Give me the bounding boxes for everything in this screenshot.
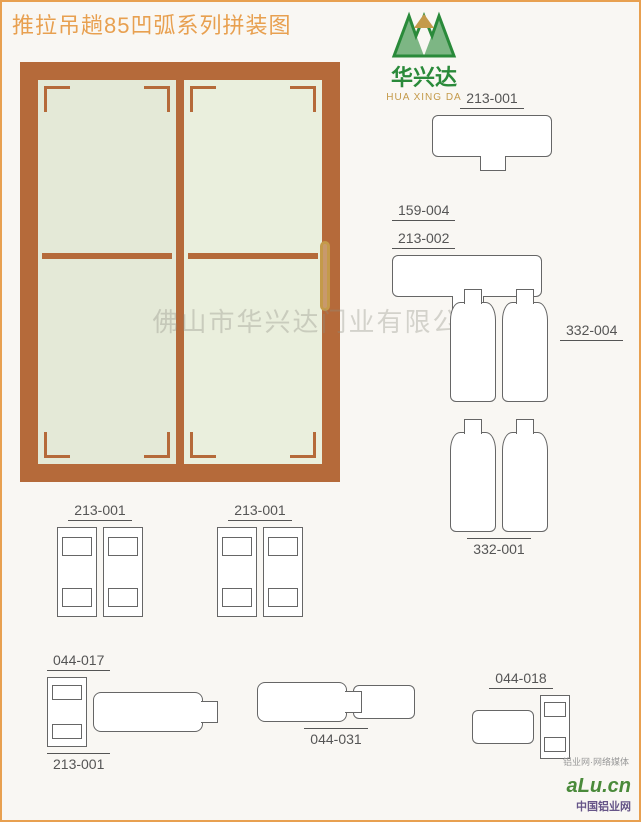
profile-213-001-a: 213-001	[57, 502, 143, 617]
cross-section-icon	[353, 685, 415, 719]
cross-section-icon	[472, 710, 534, 744]
sliding-door-render	[20, 62, 340, 482]
cross-section-icon	[502, 302, 548, 402]
profile-code-label: 213-001	[68, 502, 131, 521]
profile-044-031: 044-031	[257, 682, 415, 749]
profile-044-017: 044-017 213-001	[47, 652, 203, 774]
profile-213-001-b: 213-001	[217, 502, 303, 617]
profile-159-004: 159-004	[392, 202, 455, 227]
profile-044-018: 044-018	[472, 670, 570, 759]
source-logo: aLu.cn 中国铝业网	[567, 775, 631, 814]
door-panel-right	[180, 76, 326, 468]
profile-code-label: 332-004	[560, 322, 623, 341]
cross-section-icon	[257, 682, 347, 722]
cross-section-icon	[103, 527, 143, 617]
assembly-diagram-page: 推拉吊趟85凹弧系列拼装图 华兴达 HUA XING DA	[0, 0, 641, 822]
cross-section-icon	[450, 302, 496, 402]
brand-name: 华兴达	[369, 60, 479, 92]
page-title: 推拉吊趟85凹弧系列拼装图	[12, 8, 291, 40]
footer-tagline: 铝业网·网络媒体	[563, 755, 629, 768]
cross-section-icon	[93, 692, 203, 732]
profile-code-label: 044-018	[489, 670, 552, 689]
profile-213-002: 213-002	[392, 230, 542, 297]
profile-code-label: 213-001	[228, 502, 291, 521]
cross-section-icon	[502, 432, 548, 532]
profile-code-label: 213-002	[392, 230, 455, 249]
profile-332-001: 332-001	[450, 432, 548, 559]
cross-section-icon	[57, 527, 97, 617]
profile-332-004: 332-004	[450, 302, 548, 402]
profile-code-label: 159-004	[392, 202, 455, 221]
door-handle-icon	[320, 241, 330, 311]
profile-213-001-top: 213-001	[432, 90, 552, 157]
profile-code-label: 213-001	[460, 90, 523, 109]
brand-logo: 华兴达 HUA XING DA	[369, 8, 479, 103]
cross-section-icon	[432, 115, 552, 157]
cross-section-icon	[217, 527, 257, 617]
alu-logo-sub: 中国铝业网	[576, 801, 631, 813]
cross-section-icon	[47, 677, 87, 747]
door-panel-left	[34, 76, 180, 468]
cross-section-icon	[263, 527, 303, 617]
profile-code-label: 213-001	[47, 753, 110, 774]
cross-section-icon	[540, 695, 570, 759]
profile-code-label: 332-001	[467, 538, 530, 559]
profile-code-label: 044-017	[47, 652, 110, 671]
profile-code-label: 044-031	[304, 728, 367, 749]
cross-section-icon	[450, 432, 496, 532]
alu-logo-text: aLu.cn	[567, 775, 631, 797]
logo-mark-icon	[384, 8, 464, 58]
